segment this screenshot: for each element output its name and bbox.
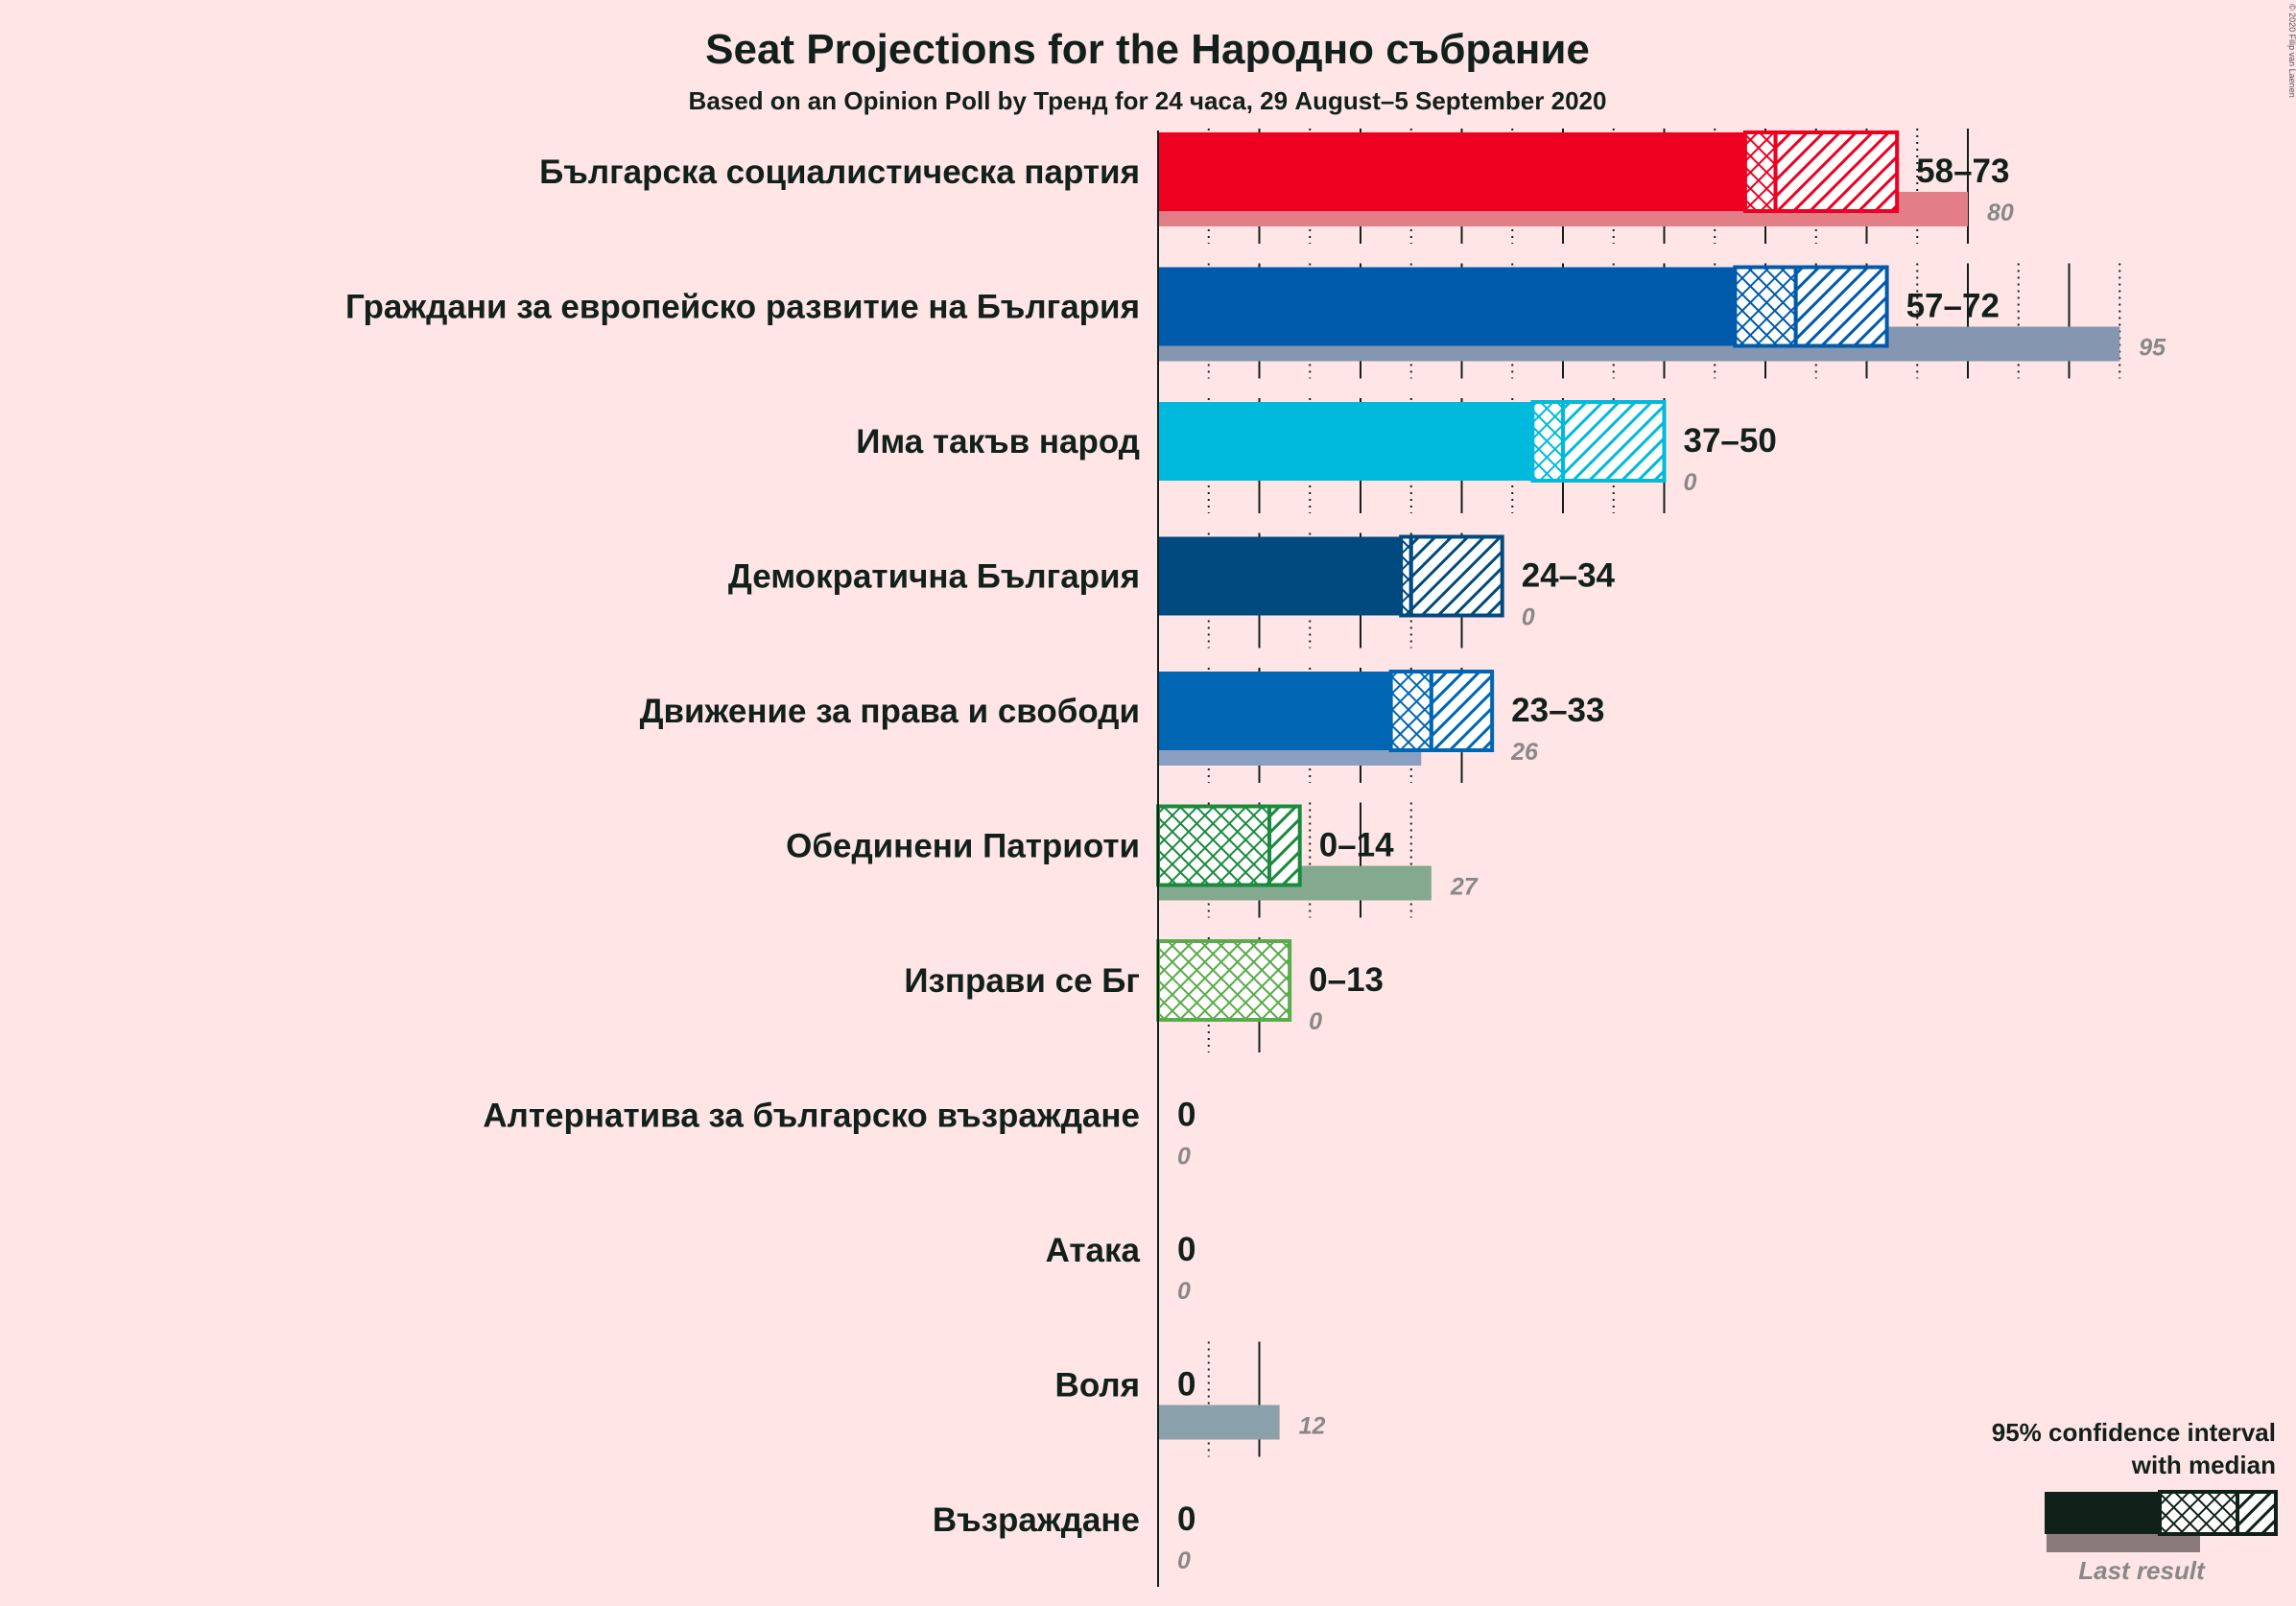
party-row: Алтернатива за българско възраждане 0 0	[483, 1097, 1195, 1170]
party-label: Граждани за европейско развитие на Бълга…	[345, 289, 1140, 326]
party-label: Алтернатива за българско възраждане	[483, 1098, 1140, 1135]
range-label: 0–13	[1309, 961, 1384, 999]
party-label: Обединени Патриоти	[786, 828, 1140, 865]
party-label: Воля	[1055, 1367, 1140, 1405]
party-row: Има такъв народ 37–50 0	[856, 400, 1777, 496]
party-row: Възраждане 0 0	[933, 1500, 1196, 1574]
legend-crosshatch-box	[2158, 1490, 2239, 1536]
last-result-label: 0	[1177, 1278, 1191, 1305]
party-label: Движение за права и свободи	[640, 693, 1140, 730]
range-label: 57–72	[1906, 288, 2000, 325]
last-result-label: 26	[1510, 739, 1539, 766]
legend-last-result-bar	[2047, 1533, 2200, 1552]
last-result-label: 80	[1987, 200, 2014, 226]
legend-solid-box	[2045, 1492, 2160, 1534]
legend-hatch-box	[2236, 1490, 2278, 1536]
party-row: Българска социалистическа партия 58–73 80	[539, 130, 2014, 226]
legend-last-result-label: Last result	[2078, 1556, 2206, 1585]
legend-title-line1: 95% confidence interval	[1992, 1418, 2276, 1447]
chart-title: Seat Projections for the Народно събрани…	[705, 26, 1590, 73]
ci-upper-interval	[1561, 400, 1667, 483]
party-label: Възраждане	[933, 1501, 1140, 1539]
ci-lower-interval	[1733, 265, 1798, 348]
ci-upper-interval	[1773, 130, 1900, 213]
party-row: Демократична България 24–34 0	[728, 534, 1616, 631]
range-label: 24–34	[1522, 557, 1616, 595]
last-result-label: 0	[1177, 1547, 1191, 1574]
range-label: 0–14	[1319, 827, 1394, 864]
copyright-text: © 2020 Filip van Laenen	[2287, 4, 2296, 98]
party-row: Воля 0 12	[1055, 1366, 1326, 1440]
range-label: 37–50	[1684, 422, 1777, 460]
ci-upper-interval	[1429, 670, 1495, 752]
last-result-label: 12	[1299, 1413, 1326, 1440]
legend: 95% confidence interval with median Last…	[1992, 1418, 2278, 1585]
party-label: Изправи се Бг	[904, 962, 1140, 1000]
ci-solid-bar	[1158, 267, 1736, 346]
party-row: Движение за права и свободи 23–33 26	[640, 670, 1604, 766]
ci-solid-bar	[1158, 536, 1402, 616]
party-label: Демократична България	[728, 558, 1140, 596]
ci-upper-interval	[1408, 534, 1504, 618]
range-label: 0	[1177, 1097, 1195, 1134]
last-result-label: 27	[1450, 874, 1479, 901]
last-result-label: 0	[1684, 469, 1697, 496]
range-label: 58–73	[1916, 153, 2009, 190]
ci-upper-interval	[1267, 804, 1302, 887]
range-label: 0	[1177, 1500, 1195, 1538]
party-row: Граждани за европейско развитие на Бълга…	[345, 265, 2166, 362]
party-label: Има такъв народ	[856, 423, 1140, 461]
party-row: Изправи се Бг 0–13 0	[904, 939, 1384, 1035]
range-label: 23–33	[1511, 692, 1604, 729]
last-result-label: 0	[1522, 604, 1535, 631]
last-result-bar	[1158, 1405, 1280, 1440]
ci-solid-bar	[1158, 402, 1533, 481]
legend-title-line2: with median	[2131, 1451, 2276, 1479]
range-label: 0	[1177, 1366, 1195, 1404]
ci-upper-interval	[1793, 265, 1889, 348]
ci-lower-interval	[1156, 804, 1272, 887]
party-row: Обединени Патриоти 0–14 27	[786, 804, 1479, 901]
ci-solid-bar	[1158, 132, 1745, 211]
ci-lower-interval	[1156, 939, 1292, 1022]
party-label: Атака	[1046, 1232, 1141, 1269]
ci-lower-interval	[1388, 670, 1433, 752]
last-result-label: 0	[1177, 1144, 1191, 1170]
ci-solid-bar	[1158, 672, 1391, 750]
last-result-label: 95	[2139, 335, 2166, 362]
bar-rows: Българска социалистическа партия 58–73 80 Г…	[345, 130, 2166, 1574]
ci-lower-interval	[1742, 130, 1778, 213]
party-label: Българска социалистическа партия	[539, 154, 1140, 191]
ci-lower-interval	[1530, 400, 1565, 483]
chart-subtitle: Based on an Opinion Poll by Тренд for 24…	[689, 86, 1607, 115]
range-label: 0	[1177, 1231, 1195, 1268]
last-result-label: 0	[1309, 1008, 1322, 1035]
party-row: Атака 0 0	[1046, 1231, 1196, 1305]
